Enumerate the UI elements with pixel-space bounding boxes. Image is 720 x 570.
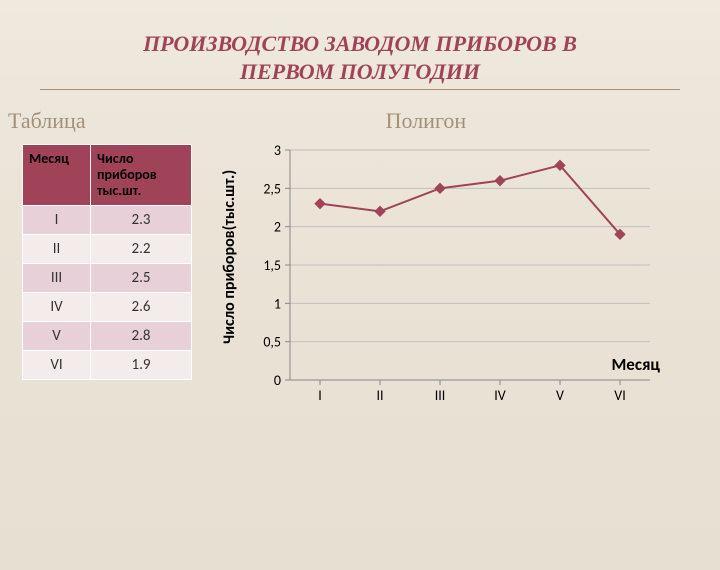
title-underline xyxy=(40,89,680,90)
svg-text:V: V xyxy=(556,387,564,404)
data-table: Месяц Число приборов тыс.шт. I2.3II2.2II… xyxy=(22,144,192,380)
subhead-polygon: Полигон xyxy=(386,108,467,134)
cell-month: VI xyxy=(23,351,91,380)
svg-text:1,5: 1,5 xyxy=(263,257,281,274)
cell-value: 2.6 xyxy=(91,293,192,322)
col-month: Месяц xyxy=(23,145,91,206)
cell-value: 2.5 xyxy=(91,264,192,293)
table-row: V2.8 xyxy=(23,322,192,351)
svg-text:1: 1 xyxy=(274,295,281,312)
svg-text:I: I xyxy=(318,387,322,404)
chart-xlabel: Месяц xyxy=(611,354,660,375)
table-row: III2.5 xyxy=(23,264,192,293)
svg-text:III: III xyxy=(435,387,446,404)
col-count: Число приборов тыс.шт. xyxy=(91,145,192,206)
content-row: Месяц Число приборов тыс.шт. I2.3II2.2II… xyxy=(0,144,720,406)
cell-value: 2.2 xyxy=(91,235,192,264)
cell-value: 2.8 xyxy=(91,322,192,351)
svg-text:II: II xyxy=(376,387,383,404)
subheads: Таблица Полигон xyxy=(0,108,720,134)
cell-month: II xyxy=(23,235,91,264)
svg-text:0,5: 0,5 xyxy=(263,334,281,351)
chart-ylabel: Число приборов(тыс.шт.) xyxy=(220,170,239,344)
table-row: IV2.6 xyxy=(23,293,192,322)
table-row: VI1.9 xyxy=(23,351,192,380)
svg-text:0: 0 xyxy=(274,372,281,389)
svg-text:VI: VI xyxy=(614,387,625,404)
title-line1: ПРОИЗВОДСТВО ЗАВОДОМ ПРИБОРОВ В xyxy=(143,31,577,56)
cell-month: III xyxy=(23,264,91,293)
table-row: II2.2 xyxy=(23,235,192,264)
svg-text:IV: IV xyxy=(494,387,506,404)
page-title: ПРОИЗВОДСТВО ЗАВОДОМ ПРИБОРОВ В ПЕРВОМ П… xyxy=(40,30,680,89)
svg-text:2: 2 xyxy=(274,219,281,236)
title-line2: ПЕРВОМ ПОЛУГОДИИ xyxy=(240,59,480,84)
cell-month: I xyxy=(23,206,91,235)
cell-month: V xyxy=(23,322,91,351)
cell-value: 1.9 xyxy=(91,351,192,380)
line-chart: Число приборов(тыс.шт.) 00,511,522,53III… xyxy=(242,144,660,406)
chart-svg: 00,511,522,53IIIIIIIVVVI xyxy=(242,144,660,406)
table-row: I2.3 xyxy=(23,206,192,235)
svg-text:2,5: 2,5 xyxy=(263,180,281,197)
cell-value: 2.3 xyxy=(91,206,192,235)
svg-text:3: 3 xyxy=(274,144,281,159)
subhead-table: Таблица xyxy=(8,108,86,134)
cell-month: IV xyxy=(23,293,91,322)
